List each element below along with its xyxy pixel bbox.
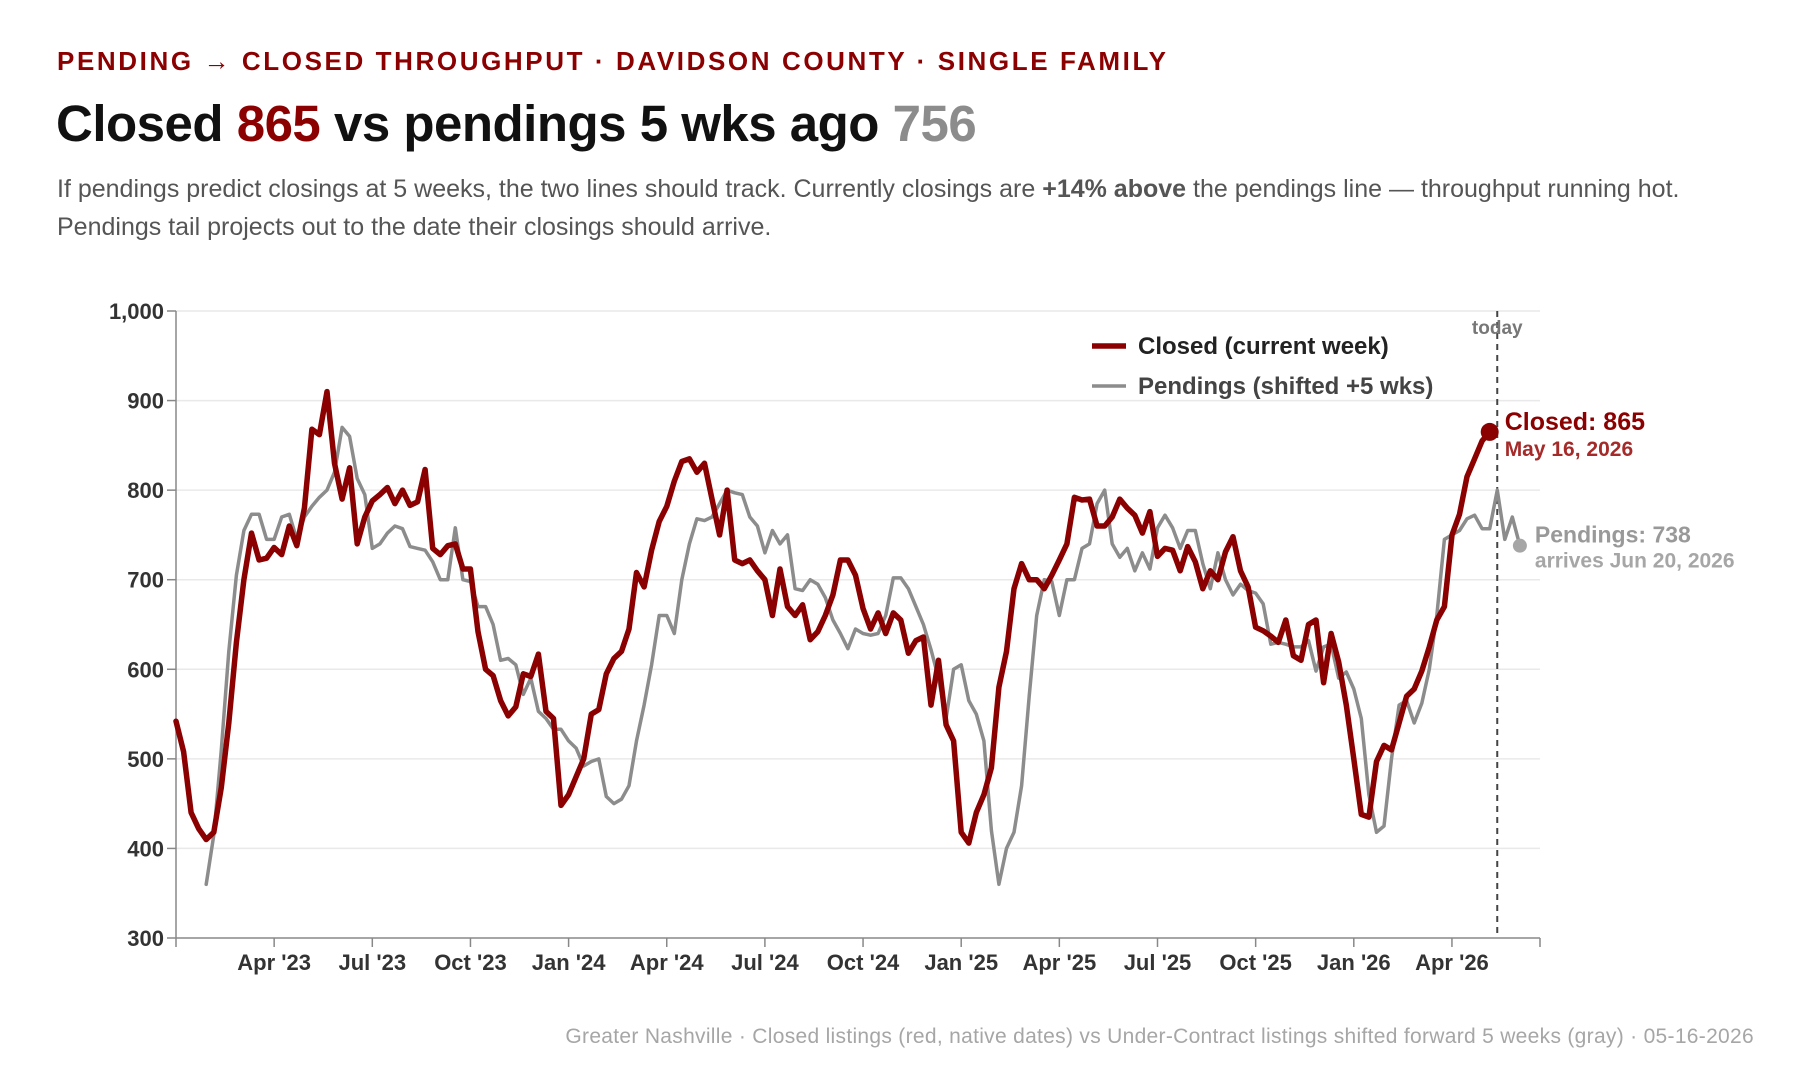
headline-closed-value: 865	[236, 95, 321, 152]
headline-pending-value: 756	[892, 95, 977, 152]
y-tick-label: 300	[127, 926, 164, 951]
pendings-callout-date: arrives Jun 20, 2026	[1535, 550, 1735, 573]
y-tick-label: 500	[127, 747, 164, 772]
y-tick-label: 600	[127, 657, 164, 682]
y-tick-label: 1,000	[109, 299, 164, 324]
x-tick-label: Oct '25	[1219, 950, 1292, 975]
x-tick-label: Oct '24	[827, 950, 900, 975]
headline-prefix: Closed	[56, 95, 237, 152]
chart-footer: Greater Nashville · Closed listings (red…	[565, 1025, 1754, 1048]
today-label: today	[1472, 318, 1523, 339]
dek-text-start: If pendings predict closings at 5 weeks,…	[57, 175, 1043, 203]
x-tick-label: Apr '25	[1022, 950, 1096, 975]
x-tick-label: Oct '23	[434, 950, 507, 975]
x-tick-label: Jan '25	[924, 950, 998, 975]
closed-series-line	[173, 388, 1493, 846]
y-tick-label: 900	[127, 389, 164, 414]
x-tick-label: Apr '23	[237, 950, 311, 975]
legend-closed-label: Closed (current week)	[1138, 333, 1389, 360]
x-tick-label: Jan '26	[1317, 950, 1391, 975]
x-tick-label: Jan '24	[532, 950, 606, 975]
y-tick-label: 800	[127, 478, 164, 503]
chart-kicker: PENDING → CLOSED THROUGHPUT · DAVIDSON C…	[57, 46, 1169, 76]
x-tick-label: Apr '24	[630, 950, 704, 975]
legend-pendings-label: Pendings (shifted +5 wks)	[1138, 373, 1433, 400]
x-tick-label: Jul '24	[731, 950, 799, 975]
closed-callout-label: Closed: 865	[1505, 408, 1645, 436]
y-tick-label: 700	[127, 568, 164, 593]
x-tick-label: Jul '25	[1124, 950, 1192, 975]
closed-endpoint	[1480, 422, 1499, 441]
x-tick-label: Jul '23	[338, 950, 406, 975]
dek-highlight: +14% above	[1042, 175, 1187, 203]
pendings-endpoint	[1512, 538, 1527, 553]
headline-middle: vs pendings 5 wks ago	[320, 95, 893, 152]
closed-callout-date: May 16, 2026	[1505, 438, 1633, 461]
chart-headline: Closed 865 vs pendings 5 wks ago 756	[56, 94, 977, 153]
chart-dek: If pendings predict closings at 5 weeks,…	[57, 170, 1747, 246]
y-tick-label: 400	[127, 836, 164, 861]
pendings-callout-label: Pendings: 738	[1535, 522, 1691, 548]
x-tick-label: Apr '26	[1415, 950, 1489, 975]
dek-text-end: the pendings line — throughput running h…	[57, 175, 1680, 241]
